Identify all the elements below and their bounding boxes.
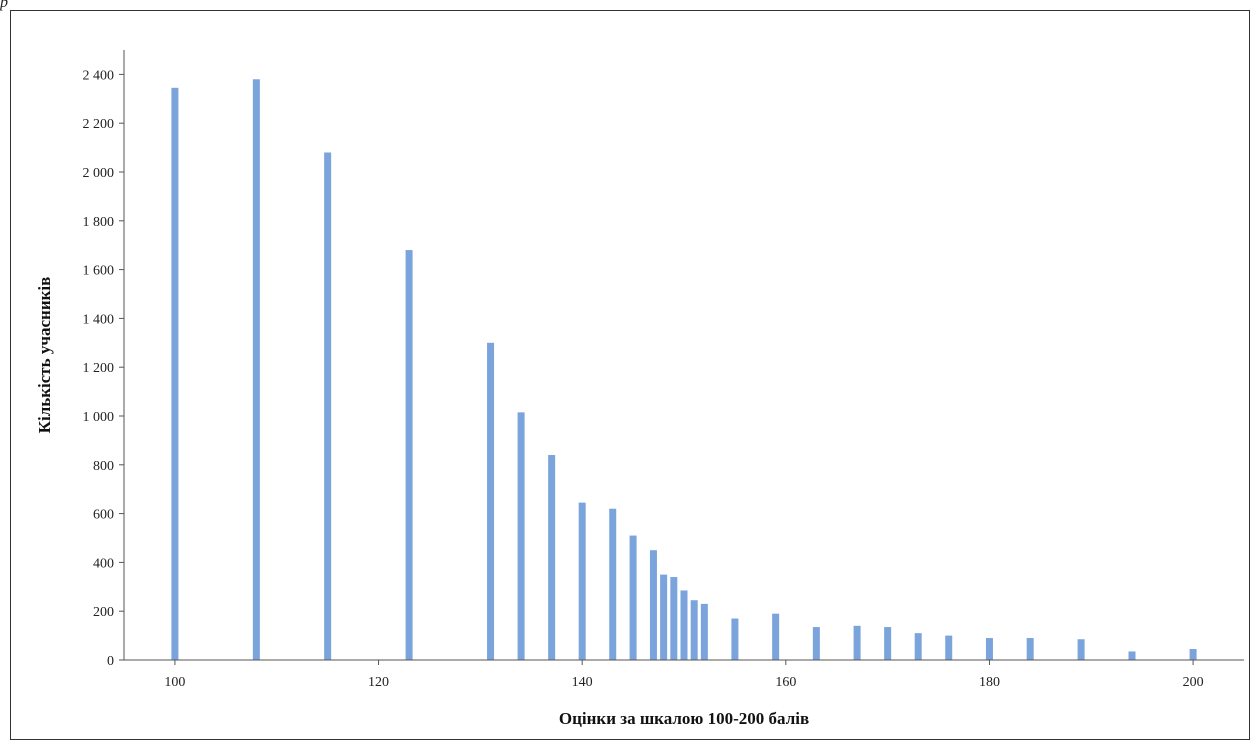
bar-145-9 xyxy=(629,535,637,660)
x-tick-label: 140 xyxy=(572,675,593,690)
x-tick-label: 100 xyxy=(164,675,185,690)
bar-167-19 xyxy=(853,625,861,660)
x-axis: 100 120 140 160 180 200 xyxy=(124,659,1244,690)
y-axis-title: Кількість учасників xyxy=(35,277,54,434)
y-tick-label: 200 xyxy=(93,605,114,620)
bar-180-23 xyxy=(985,638,993,660)
bar-155-16 xyxy=(731,618,739,660)
x-tick-label: 120 xyxy=(368,675,389,690)
bar-176-22 xyxy=(945,635,953,660)
chart-frame xyxy=(10,10,1250,740)
bar-163-18 xyxy=(812,627,820,660)
y-tick-label: 1 800 xyxy=(83,215,115,230)
bar-140-7 xyxy=(578,502,586,660)
y-tick-label: 1 000 xyxy=(83,410,115,425)
bar-148-11 xyxy=(660,574,668,660)
corner-mark: р xyxy=(0,0,8,11)
bars-group xyxy=(171,79,1197,661)
bar-189-25 xyxy=(1077,639,1085,660)
x-tick-label: 180 xyxy=(979,675,1000,690)
y-tick-label: 400 xyxy=(93,556,114,571)
y-tick-label: 2 200 xyxy=(83,117,115,132)
bar-159-17 xyxy=(772,613,780,660)
bar-194-26 xyxy=(1128,651,1136,660)
x-tick-label: 160 xyxy=(775,675,796,690)
bar-152-15 xyxy=(700,603,708,660)
x-tick-label: 200 xyxy=(1183,675,1204,690)
bar-149-12 xyxy=(670,577,678,660)
bar-137-6 xyxy=(548,455,556,660)
y-tick-label: 0 xyxy=(107,654,114,669)
y-tick-label: 2 400 xyxy=(83,68,115,83)
bar-143-8 xyxy=(609,508,617,660)
x-axis-title: Оцінки за шкалою 100-200 балів xyxy=(559,709,809,728)
bar-123-3 xyxy=(405,250,413,660)
bar-173-21 xyxy=(914,633,922,660)
y-tick-label: 1 200 xyxy=(83,361,115,376)
bar-170-20 xyxy=(884,627,892,660)
bar-131-4 xyxy=(487,342,495,660)
y-tick-label: 1 400 xyxy=(83,312,115,327)
bar-150-13 xyxy=(680,590,688,660)
bar-151-14 xyxy=(690,600,698,660)
y-axis: 0 200 400 600 800 1 000 1 200 1 400 1 600 1 800 2 … xyxy=(83,50,125,669)
y-tick-label: 1 600 xyxy=(83,264,115,279)
y-tick-label: 2 000 xyxy=(83,166,115,181)
bar-100-0 xyxy=(171,87,179,660)
bar-108-1 xyxy=(252,79,260,660)
bar-115-2 xyxy=(324,152,332,661)
y-tick-label: 600 xyxy=(93,508,114,523)
bar-184-24 xyxy=(1026,638,1034,660)
y-tick-label: 800 xyxy=(93,459,114,474)
bar-200-27 xyxy=(1189,649,1197,660)
bar-147-10 xyxy=(649,550,657,660)
bar-134-5 xyxy=(517,412,525,660)
